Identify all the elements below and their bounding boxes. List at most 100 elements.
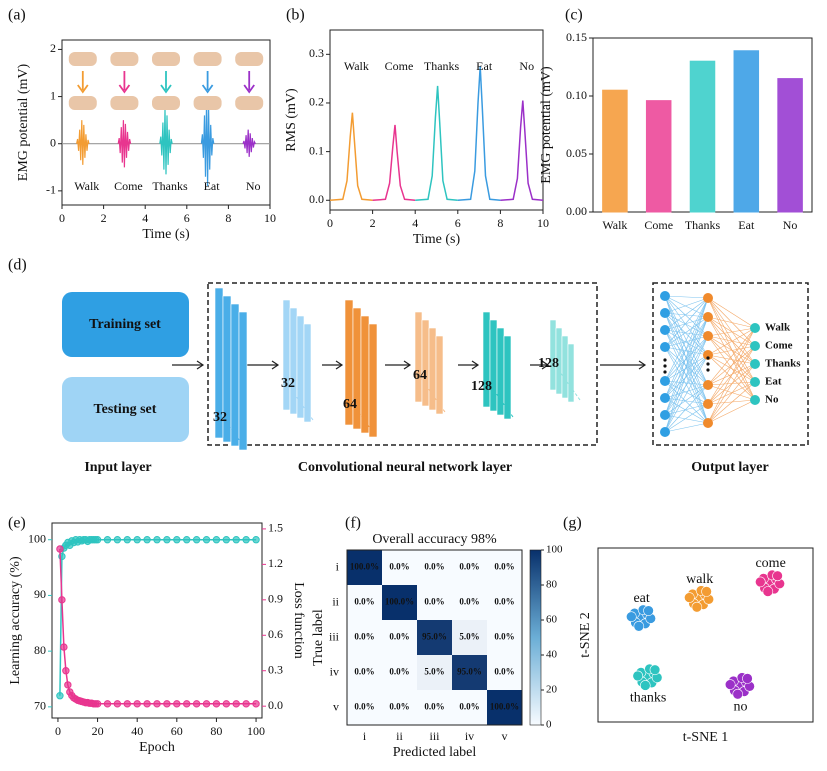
cell-label: 95.0% <box>457 667 482 677</box>
y-tick-label: iii <box>329 629 340 643</box>
nn-edge <box>664 316 709 433</box>
feature-map <box>435 335 444 415</box>
heat-cell <box>417 620 452 655</box>
colorbar-tick-label: 100 <box>546 544 563 556</box>
nn-edge <box>664 297 709 433</box>
cell-label: 0.0% <box>354 597 374 607</box>
y-tick-label: 1 <box>50 88 56 102</box>
heat-cell <box>347 585 382 620</box>
y2-axis-label: Loss function <box>291 582 306 659</box>
y-tick-label: 2 <box>50 41 56 55</box>
axes-frame <box>61 39 271 206</box>
data-line <box>242 129 256 157</box>
nn-edge <box>707 363 756 386</box>
y2-tick-label: 0.3 <box>268 662 283 676</box>
bar <box>689 60 716 213</box>
feature-map <box>567 343 575 403</box>
feature-map <box>360 315 370 434</box>
nn-edge <box>664 316 709 416</box>
data-point <box>183 536 191 544</box>
data-point <box>643 605 654 616</box>
heat-cell <box>487 550 522 585</box>
hand-icon <box>68 96 97 110</box>
x-tick-label: 8 <box>225 211 231 225</box>
heat-cell <box>347 550 382 585</box>
training-label: Training set <box>89 317 161 332</box>
feature-map <box>368 323 378 438</box>
ellipsis-dot <box>706 368 710 372</box>
nn-edge <box>664 297 709 314</box>
y-axis-label: t-SNE 2 <box>578 612 593 658</box>
nn-node <box>703 399 713 409</box>
nn-node <box>750 395 760 405</box>
nn-node <box>703 293 713 303</box>
x-axis-label: Predicted label <box>393 745 477 760</box>
nn-edge <box>707 384 756 401</box>
data-point <box>252 700 260 708</box>
nn-node <box>703 312 713 322</box>
x-tick-label: 40 <box>131 724 143 738</box>
nn-edge <box>707 354 756 365</box>
nn-edge <box>707 316 756 383</box>
y2-tick-label: 1.2 <box>268 556 283 570</box>
x-tick-label: iii <box>429 729 440 743</box>
cell-label: 100.0% <box>385 597 414 607</box>
filter-count: 128 <box>471 379 492 394</box>
data-point <box>684 592 695 603</box>
feature-map <box>549 319 557 391</box>
data-point <box>62 667 70 675</box>
data-point <box>742 673 753 684</box>
data-point <box>691 601 703 613</box>
y-axis-label: EMG potential (mV) <box>16 63 31 181</box>
nn-edge <box>664 403 709 433</box>
hand-icon <box>193 96 222 110</box>
heat-cell <box>417 690 452 725</box>
axes-frame <box>597 547 814 723</box>
feature-map <box>489 319 498 412</box>
y-axis-label: EMG potential (mV) <box>539 66 554 184</box>
data-point <box>163 536 171 544</box>
data-point <box>153 536 161 544</box>
nn-edge <box>664 297 709 331</box>
data-point <box>222 700 231 708</box>
ellipsis-dot <box>706 362 710 366</box>
data-point <box>64 681 72 689</box>
kernel-arrow <box>487 381 514 418</box>
gesture-label: Thanks <box>152 179 188 193</box>
x-tick-label: 2 <box>101 211 107 225</box>
hand-icon <box>235 52 264 66</box>
data-point <box>202 700 211 708</box>
training-box <box>62 292 189 357</box>
x-tick-label: 8 <box>497 216 503 230</box>
data-point <box>153 700 161 708</box>
input-layer-label: Input layer <box>84 460 151 475</box>
nn-edge <box>707 363 756 424</box>
bar <box>777 78 803 213</box>
feature-map <box>503 335 512 420</box>
cell-label: 5.0% <box>424 667 444 677</box>
data-line <box>372 124 416 202</box>
heat-cell <box>452 655 487 690</box>
x-axis-label: Time (s) <box>413 232 461 247</box>
class-label: No <box>765 394 779 406</box>
nn-edge <box>707 327 756 356</box>
y-tick-label: 70 <box>34 699 46 713</box>
x-tick-label: 0 <box>59 211 65 225</box>
feature-map <box>561 335 569 399</box>
cluster-label: eat <box>633 591 649 606</box>
nn-edge <box>707 335 756 401</box>
data-point <box>755 576 766 588</box>
heat-cell <box>417 655 452 690</box>
x-tick-label: 10 <box>264 211 276 225</box>
gesture-arrow-head <box>160 84 172 94</box>
panel-label: (b) <box>286 7 305 24</box>
nn-edge <box>707 297 756 365</box>
output-layer-label: Output layer <box>691 460 768 475</box>
x-tick-label: 60 <box>171 724 183 738</box>
nn-edge <box>707 327 756 386</box>
flow-arrow-head <box>541 360 550 370</box>
feature-map <box>282 299 291 411</box>
kernel-arrow <box>349 399 376 436</box>
legend-label: Eat <box>476 59 493 73</box>
data-point <box>242 700 250 708</box>
